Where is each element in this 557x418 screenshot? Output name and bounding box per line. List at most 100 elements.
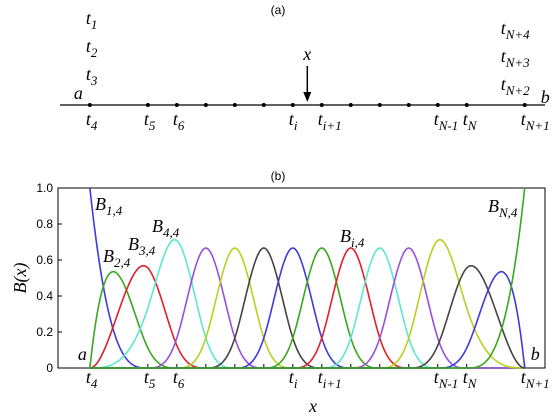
- basis-curve: [89, 187, 526, 369]
- label-base: t: [144, 367, 150, 387]
- y-tick-label: 0.2: [36, 325, 53, 339]
- label-sub: N+2: [505, 83, 530, 98]
- label-base: B: [488, 196, 499, 216]
- knot-label: tN: [463, 109, 478, 133]
- basis-curve: [89, 247, 525, 369]
- label-sub: 2,4: [114, 255, 131, 270]
- knot-dot: [522, 103, 527, 107]
- knot-dot: [319, 103, 324, 107]
- basis-curve: [89, 247, 525, 369]
- curves: [89, 187, 526, 369]
- curve-label: B3,4: [128, 234, 156, 258]
- x-tick-label: t5: [144, 367, 156, 391]
- label-base: t: [501, 46, 507, 66]
- knot-label: ti+1: [318, 109, 342, 133]
- pointer-head: [303, 92, 312, 102]
- label-sub: i: [294, 118, 298, 133]
- label-sub: 5: [149, 118, 156, 133]
- knot-label: tN+2: [501, 74, 530, 98]
- label-base: t: [86, 109, 92, 129]
- y-tick-label: 0: [46, 361, 53, 375]
- x-tick-label: tN: [463, 367, 478, 391]
- label-base: t: [144, 109, 150, 129]
- label-sub: 5: [149, 376, 156, 391]
- label-sub: N+3: [505, 55, 530, 70]
- x-axis-label: x: [308, 396, 317, 416]
- label-base: t: [318, 109, 324, 129]
- label-sub: N+4: [505, 27, 530, 42]
- label-sub: 1: [91, 17, 98, 32]
- label-sub: N+1: [525, 118, 550, 133]
- y-tick-label: 0.8: [36, 217, 53, 231]
- basis-curve: [89, 247, 525, 369]
- label-base: t: [86, 8, 92, 28]
- label-base: t: [86, 64, 92, 84]
- label-sub: N: [467, 376, 478, 391]
- curve-label: Bi,4: [340, 226, 365, 250]
- knot-dot: [377, 103, 382, 107]
- label-base: B: [152, 216, 163, 236]
- curve-label: B2,4: [103, 246, 131, 270]
- knot-dot: [232, 103, 237, 107]
- label-base: t: [434, 109, 440, 129]
- end-label: b: [541, 87, 550, 107]
- curve-label: BN,4: [488, 196, 518, 220]
- x-tick-label: ti+1: [318, 367, 342, 391]
- knot-dot: [203, 103, 208, 107]
- label-sub: N,4: [498, 205, 518, 220]
- label-sub: i+1: [323, 118, 342, 133]
- knot-dot: [348, 103, 353, 107]
- label-sub: N: [467, 118, 478, 133]
- label-base: t: [463, 109, 469, 129]
- knot-dot: [290, 103, 295, 107]
- x-tick-label: t4: [86, 367, 98, 391]
- label-sub: 6: [178, 118, 185, 133]
- label-base: t: [289, 109, 295, 129]
- end-label: a: [78, 344, 87, 364]
- label-base: t: [86, 36, 92, 56]
- basis-curve: [89, 247, 525, 369]
- basis-curve: [89, 247, 525, 369]
- basis-curve: [89, 247, 525, 369]
- basis-curve: [89, 247, 525, 369]
- panel-label: (a): [271, 3, 286, 17]
- label-sub: i: [294, 376, 298, 391]
- knot-dot: [261, 103, 266, 107]
- x-tick-label: t6: [173, 367, 185, 391]
- label-sub: N+1: [525, 376, 550, 391]
- knot-dot: [87, 103, 92, 107]
- label-base: B: [103, 246, 114, 266]
- knot-label: t6: [173, 109, 185, 133]
- end-label: b: [531, 344, 540, 364]
- knot-label: tN+1: [521, 109, 550, 133]
- label-base: B: [128, 234, 139, 254]
- label-sub: 4,4: [163, 225, 180, 240]
- label-sub: 3: [90, 73, 98, 88]
- knot-label: t3: [86, 64, 98, 88]
- label-base: B: [340, 226, 351, 246]
- basis-curve: [89, 238, 525, 369]
- y-axis-label: B(x): [10, 263, 31, 294]
- x-tick-label: tN-1: [434, 367, 459, 391]
- x-tick-label: tN+1: [521, 367, 550, 391]
- y-tick-label: 0.6: [36, 253, 53, 267]
- x-tick-label: ti: [289, 367, 298, 391]
- knot-label: tN+4: [501, 18, 530, 42]
- label-base: t: [289, 367, 295, 387]
- knot-label: t1: [86, 8, 98, 32]
- knot-dot: [435, 103, 440, 107]
- pointer-label: x: [302, 44, 311, 64]
- label-base: t: [521, 109, 527, 129]
- label-sub: i,4: [351, 235, 365, 250]
- label-sub: N-1: [438, 118, 459, 133]
- label-base: t: [318, 367, 324, 387]
- label-sub: 3,4: [138, 243, 156, 258]
- y-tick-label: 0.4: [36, 289, 53, 303]
- knot-dot: [464, 103, 469, 107]
- label-sub: N-1: [438, 376, 459, 391]
- label-base: t: [173, 109, 179, 129]
- knot-label: t2: [86, 36, 98, 60]
- label-sub: 2: [91, 45, 98, 60]
- label-base: t: [86, 367, 92, 387]
